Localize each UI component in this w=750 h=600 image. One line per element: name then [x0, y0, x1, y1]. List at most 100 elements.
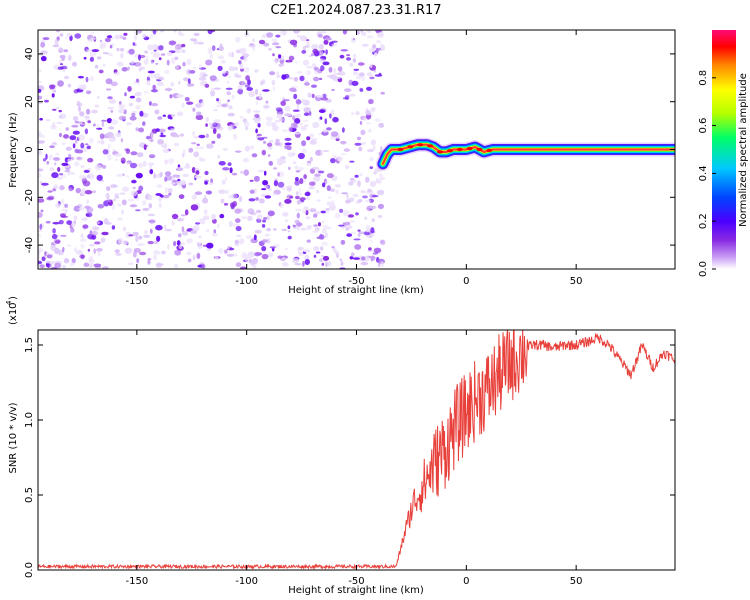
- noise-speckle: [313, 175, 321, 182]
- noise-speckle: [148, 73, 156, 79]
- noise-speckle: [176, 166, 184, 172]
- noise-speckle: [321, 241, 328, 246]
- noise-speckle: [297, 152, 305, 160]
- noise-speckle: [167, 244, 170, 250]
- noise-speckle: [342, 210, 350, 217]
- noise-speckle: [96, 123, 99, 129]
- noise-speckle: [114, 71, 120, 76]
- noise-speckle: [158, 128, 166, 133]
- noise-speckle: [297, 246, 304, 251]
- snr-line-layer: [38, 330, 675, 570]
- noise-speckle: [246, 87, 253, 91]
- noise-speckle: [232, 200, 238, 207]
- noise-speckle: [327, 260, 332, 267]
- noise-speckle: [152, 255, 158, 260]
- noise-speckle: [40, 50, 48, 55]
- noise-speckle: [182, 173, 190, 178]
- noise-speckle: [124, 92, 127, 97]
- noise-speckle: [111, 203, 116, 211]
- noise-speckle: [269, 71, 276, 76]
- noise-speckle: [281, 30, 287, 36]
- noise-speckle: [61, 174, 66, 179]
- noise-speckle: [206, 143, 214, 149]
- noise-speckle: [299, 192, 302, 199]
- noise-speckle: [263, 105, 270, 109]
- noise-speckle: [175, 50, 182, 54]
- noise-speckle: [268, 139, 274, 143]
- noise-speckle: [153, 172, 156, 179]
- noise-speckle: [306, 162, 311, 166]
- noise-speckle: [279, 203, 284, 209]
- noise-speckle: [287, 187, 292, 192]
- noise-speckle: [156, 45, 159, 51]
- noise-speckle: [318, 170, 325, 174]
- noise-speckle: [40, 40, 46, 43]
- noise-speckle: [74, 120, 80, 124]
- noise-speckle: [221, 179, 226, 185]
- noise-speckle: [257, 137, 265, 141]
- signal-ridge-peak: [417, 143, 424, 147]
- noise-speckle: [96, 56, 102, 60]
- noise-speckle: [150, 103, 159, 107]
- noise-speckle: [49, 263, 53, 269]
- noise-speckle: [361, 256, 366, 261]
- snr-frame: [37, 329, 676, 571]
- noise-speckle: [68, 54, 72, 62]
- noise-speckle: [369, 76, 375, 80]
- noise-speckle: [186, 238, 193, 244]
- noise-speckle: [369, 234, 375, 237]
- noise-speckle: [135, 235, 139, 243]
- noise-speckle: [181, 226, 185, 233]
- noise-speckle: [47, 190, 53, 193]
- noise-speckle: [131, 179, 137, 184]
- y-tick-label: -40: [24, 237, 35, 253]
- noise-speckle: [62, 264, 67, 269]
- noise-speckle: [138, 54, 141, 61]
- noise-speckle: [64, 203, 68, 208]
- noise-speckle: [299, 35, 308, 42]
- noise-speckle: [361, 31, 367, 37]
- noise-speckle: [328, 66, 333, 73]
- noise-speckle: [180, 217, 185, 222]
- noise-speckle: [279, 30, 283, 36]
- noise-speckle: [120, 138, 124, 143]
- noise-speckle: [349, 160, 355, 163]
- noise-speckle: [131, 112, 136, 117]
- noise-speckle: [365, 199, 371, 203]
- noise-speckle: [326, 185, 331, 192]
- x-tick-label: 50: [570, 576, 583, 587]
- noise-speckle: [261, 246, 267, 252]
- noise-speckle: [57, 80, 64, 87]
- noise-speckle: [136, 258, 140, 264]
- noise-speckle: [212, 122, 218, 128]
- noise-speckle: [335, 72, 341, 75]
- noise-speckle: [60, 234, 67, 237]
- noise-speckle: [266, 227, 271, 232]
- noise-speckle: [368, 98, 374, 105]
- noise-speckle: [289, 87, 297, 92]
- noise-speckle: [170, 128, 175, 132]
- noise-speckle: [273, 180, 278, 187]
- noise-speckle: [276, 71, 279, 76]
- noise-speckle: [116, 173, 124, 177]
- noise-speckle: [284, 198, 292, 204]
- noise-speckle: [84, 115, 90, 119]
- noise-speckle: [349, 220, 356, 223]
- noise-speckle: [378, 72, 382, 76]
- noise-speckle: [324, 232, 328, 239]
- noise-speckle: [329, 74, 337, 80]
- noise-speckle: [93, 263, 102, 268]
- noise-speckle: [280, 100, 287, 107]
- noise-speckle: [322, 61, 330, 66]
- noise-speckle: [191, 167, 196, 173]
- noise-speckle: [234, 208, 242, 214]
- noise-speckle: [91, 230, 98, 236]
- y-tick-label: 1.0: [24, 412, 35, 428]
- noise-speckle: [307, 225, 311, 231]
- noise-speckle: [354, 174, 359, 178]
- noise-speckle: [153, 241, 159, 245]
- noise-speckle: [155, 128, 160, 132]
- noise-speckle: [186, 251, 192, 256]
- noise-speckle: [102, 149, 109, 155]
- noise-speckle: [100, 237, 106, 243]
